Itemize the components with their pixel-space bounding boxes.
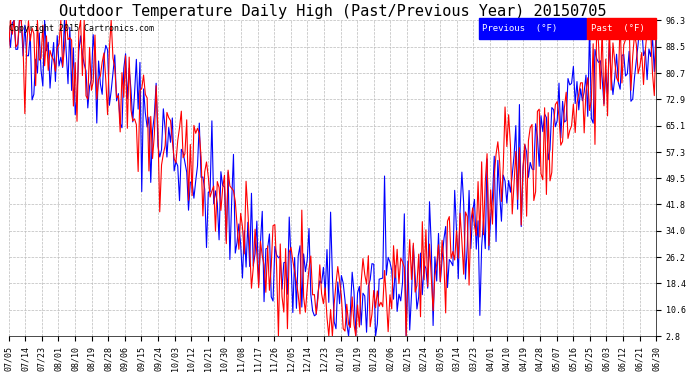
Text: Past  (°F): Past (°F)	[591, 24, 644, 33]
Text: Copyright 2015 Cartronics.com: Copyright 2015 Cartronics.com	[9, 24, 154, 33]
Title: Outdoor Temperature Daily High (Past/Previous Year) 20150705: Outdoor Temperature Daily High (Past/Pre…	[59, 4, 606, 19]
Text: Previous  (°F): Previous (°F)	[482, 24, 558, 33]
